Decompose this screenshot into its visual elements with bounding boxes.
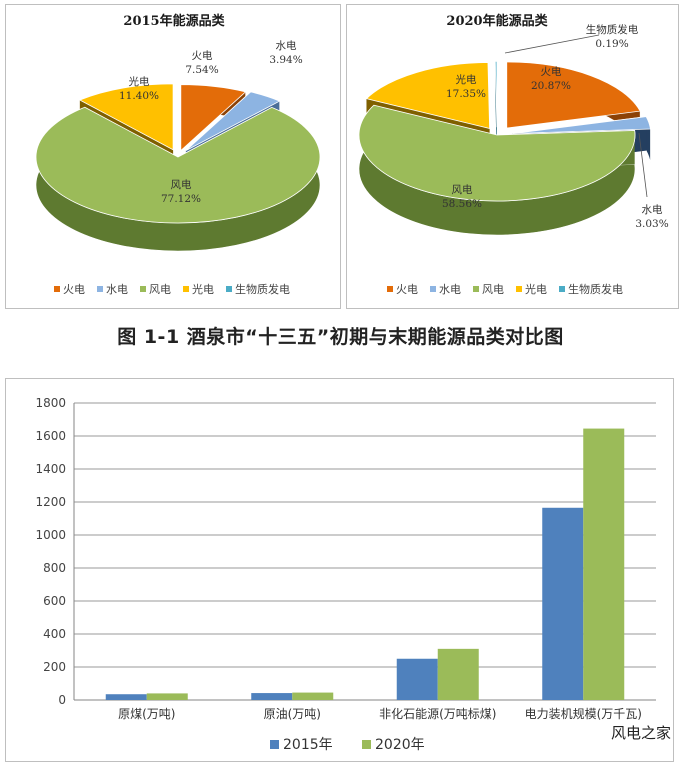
slice-label-value: 17.35% [446,88,486,100]
legend-swatch [516,286,522,292]
legend-label: 风电 [149,283,171,296]
slice-label-value: 77.12% [161,193,201,205]
slice-火电 [180,84,247,152]
pie-chart-2015: 2015年能源品类火电7.54%水电3.94%风电77.12%光电11.40%火… [35,13,321,296]
legend-label: 2020年 [375,737,425,753]
x-category-label: 非化石能源(万吨标煤) [379,707,496,721]
y-tick-label: 0 [58,693,66,707]
y-tick-label: 1800 [35,396,66,410]
slice-水电 [185,91,281,151]
slice-label-name: 风电 [452,183,473,196]
bar-2020年-1 [292,692,334,700]
y-tick-label: 400 [43,627,66,641]
slice-label-value: 58.56% [442,198,482,210]
slice-label-name: 水电 [276,39,297,52]
legend-swatch [270,740,279,749]
bar-legend: 2015年 2020年 [270,737,425,753]
legend-label: 光电 [525,282,547,296]
pie-top-layer [358,60,651,202]
legend-swatch [430,286,436,292]
bar-2015年-1 [251,693,293,700]
slice-label-name: 风电 [171,178,192,191]
legend-label: 火电 [396,283,418,296]
x-category-label: 原油(万吨) [264,707,321,721]
slice-label-value: 3.03% [635,218,668,230]
pie-top-layer [35,83,321,224]
leader-line [504,34,600,54]
legend-label: 火电 [63,283,85,296]
bar-chart: 0 200 400 600 800 1000 1200 1400 1600 1800 原煤(万吨) 原… [35,396,656,753]
bar-2015年-0 [105,694,147,700]
slice-火电 [506,61,641,129]
slice-光电 [78,83,174,151]
legend-swatch [54,286,60,292]
legend-swatch [97,286,103,292]
y-tick-label: 1000 [35,528,66,542]
legend-label: 水电 [439,283,461,296]
pie-label-layer: 火电 7.54% 水电 3.94% 风电 77.12% 光电 11.40% [119,39,303,205]
pie-legend: 火电 水电 风电 光电 生物质发电 [54,282,290,296]
y-tick-label: 1600 [35,429,66,443]
legend-swatch [473,286,479,292]
pie-legend: 火电 水电 风电 光电 生物质发电 [387,282,623,296]
y-tick-label: 800 [43,561,66,575]
slice-label-name: 火电 [192,49,213,62]
pie-chart-2015-panel: 2015年能源品类 火电 7.54% 水电 3.94% 风电 77.12% 光电 11.40% 火… [5,4,341,309]
slice-label-value: 11.40% [119,90,159,102]
legend-label: 生物质发电 [568,282,623,296]
slice-风电 [35,106,321,224]
leader-line [638,132,648,198]
y-tick-label: 1200 [35,495,66,509]
slice-label-name: 光电 [456,73,477,86]
pie-label-layer: 火电 20.87% 水电 3.03% 风电 58.56% 光电 17.35% 生物质发电 0.19… [442,23,669,230]
legend-label: 风电 [482,283,504,296]
pie-title: 2015年能源品类 [123,13,225,29]
y-tick-label: 1400 [35,462,66,476]
slice-label-name: 火电 [541,65,562,78]
legend-swatch [387,286,393,292]
slice-label-value: 0.19% [595,38,628,50]
slice-label-value: 7.54% [185,64,218,76]
y-tick-label: 600 [43,594,66,608]
y-tick-label: 200 [43,660,66,674]
x-category-label: 电力装机规模(万千瓦) [525,706,642,721]
legend-swatch [183,286,189,292]
bar-2020年-3 [583,428,625,700]
slice-风电 [358,104,636,202]
slice-label-value: 3.94% [269,54,302,66]
legend-swatch [226,286,232,292]
pie-title: 2020年能源品类 [446,13,548,29]
slice-label-name: 光电 [129,75,150,88]
legend-swatch [140,286,146,292]
legend-swatch [559,286,565,292]
legend-label: 生物质发电 [235,282,290,296]
slice-水电 [512,116,651,134]
pie-chart-2020-panel: 2020年能源品类火电 20.87% 水电 3.03% 风电 58.56% 光电 17.35%… [346,4,679,309]
slice-label-name: 生物质发电 [586,23,639,36]
bar-2020年-2 [437,648,479,700]
legend-label: 2015年 [283,737,333,753]
bar-2015年-2 [396,658,438,700]
x-category-label: 原煤(万吨) [118,707,175,721]
bar-2020年-0 [146,693,188,700]
slice-光电 [365,62,491,129]
legend-label: 光电 [192,282,214,296]
bar-chart-panel: 0 200 400 600 800 1000 1200 1400 1600 1800 原煤(万吨) 原… [5,378,674,762]
watermark: 风电之家 [610,724,671,742]
legend-label: 水电 [106,283,128,296]
slice-生物质发电 [494,60,498,128]
figure-caption: 图 1-1 酒泉市“十三五”初期与末期能源品类对比图 [117,326,564,348]
bar-2015年-3 [542,507,584,700]
slice-label-name: 水电 [642,203,663,216]
legend-swatch [362,740,371,749]
slice-label-value: 20.87% [531,80,571,92]
